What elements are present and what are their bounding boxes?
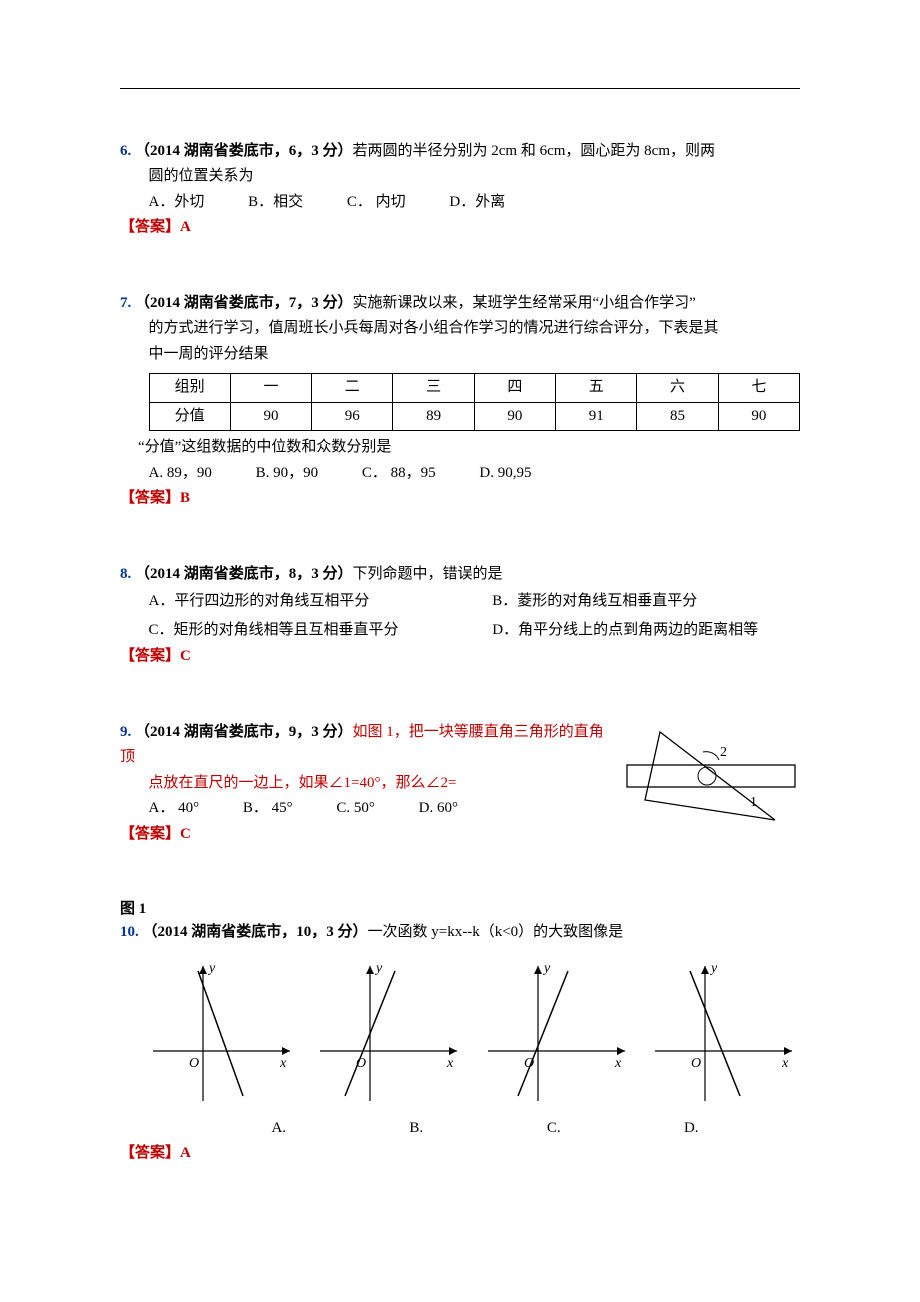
question-9: 9. （2014 湖南省娄底市，9，3 分）如图 1，把一块等腰直角三角形的直角…: [120, 720, 800, 848]
q7-source: （2014 湖南省娄底市，7，3 分）: [135, 295, 353, 311]
table-cell: 六: [637, 374, 718, 403]
q7-post: “分值”这组数据的中位数和众数分别是: [120, 435, 800, 461]
q9-diagram: 21: [625, 720, 800, 835]
svg-text:x: x: [279, 1056, 287, 1071]
q6-stem-a: 若两圆的半径分别为 2cm 和 6cm，圆心距为 8cm，则两: [353, 143, 715, 159]
svg-text:2: 2: [720, 745, 727, 760]
q7-answer: 【答案】B: [120, 486, 800, 512]
svg-text:O: O: [691, 1056, 701, 1071]
q10-label-c: C.: [485, 1116, 623, 1142]
svg-text:x: x: [446, 1056, 454, 1071]
table-cell: 四: [474, 374, 555, 403]
q10-chart-labels: A. B. C. D.: [210, 1116, 760, 1142]
q6-options: A．外切 B．相交 C． 内切 D．外离: [120, 190, 800, 216]
table-cell: 三: [393, 374, 474, 403]
q10-label-d: D.: [623, 1116, 761, 1142]
question-7: 7. （2014 湖南省娄底市，7，3 分）实施新课改以来，某班学生经常采用“小…: [120, 291, 800, 512]
q7-stem-c: 中一周的评分结果: [120, 342, 800, 368]
svg-text:O: O: [189, 1056, 199, 1071]
q9-opt-b: B． 45°: [243, 796, 293, 822]
table-cell: 90: [474, 402, 555, 431]
q6-opt-d: D．外离: [449, 190, 505, 216]
table-cell: 90: [718, 402, 799, 431]
q6-source: （2014 湖南省娄底市，6，3 分）: [135, 143, 353, 159]
q10-stem: 一次函数 y=kx--k（k<0）的大致图像是: [368, 924, 624, 940]
table-cell: 90: [230, 402, 311, 431]
svg-text:x: x: [781, 1056, 789, 1071]
q9-opt-c: C. 50°: [336, 796, 375, 822]
table-cell: 85: [637, 402, 718, 431]
q10-answer: 【答案】A: [120, 1141, 800, 1167]
table-cell: 二: [312, 374, 393, 403]
q8-number: 8.: [120, 566, 131, 582]
question-8: 8. （2014 湖南省娄底市，8，3 分）下列命题中，错误的是 A．平行四边形…: [120, 562, 800, 670]
q10-chart-a: Ox y: [148, 956, 298, 1106]
q7-stem-b: 的方式进行学习，值周班长小兵每周对各小组合作学习的情况进行综合评分，下表是其: [120, 316, 800, 342]
svg-text:x: x: [614, 1056, 622, 1071]
q10-label-a: A.: [210, 1116, 348, 1142]
q7-opt-a: A. 89，90: [149, 461, 212, 487]
q7-opt-b: B. 90，90: [256, 461, 319, 487]
svg-text:O: O: [524, 1056, 534, 1071]
q9-options: A． 40° B． 45° C. 50° D. 60°: [120, 796, 613, 822]
q9-number: 9.: [120, 724, 131, 740]
q9-stem-b: 点放在直尺的一边上，如果∠1=40°，那么∠2=: [120, 771, 613, 797]
svg-text:y: y: [709, 961, 718, 976]
table-cell: 组别: [149, 374, 230, 403]
q7-options: A. 89，90 B. 90，90 C． 88，95 D. 90,95: [120, 461, 800, 487]
svg-text:O: O: [356, 1056, 366, 1071]
q10-charts: Ox y Ox y Ox y Ox y: [148, 956, 800, 1106]
table-cell: 96: [312, 402, 393, 431]
question-10: 10. （2014 湖南省娄底市，10，3 分）一次函数 y=kx--k（k<0…: [120, 920, 800, 1167]
q8-source: （2014 湖南省娄底市，8，3 分）: [135, 566, 353, 582]
figure-1-label: 图 1: [120, 897, 800, 918]
q10-chart-c: Ox y: [483, 956, 633, 1106]
q7-opt-c: C． 88，95: [362, 461, 436, 487]
q6-number: 6.: [120, 143, 131, 159]
table-cell: 七: [718, 374, 799, 403]
q7-table: 组别一二三四五六七分值90968990918590: [149, 373, 801, 431]
table-cell: 一: [230, 374, 311, 403]
q9-opt-a: A． 40°: [149, 796, 200, 822]
q9-opt-d: D. 60°: [419, 796, 458, 822]
svg-text:1: 1: [750, 795, 757, 810]
q10-chart-b: Ox y: [315, 956, 465, 1106]
q6-answer: 【答案】A: [120, 215, 800, 241]
table-cell: 89: [393, 402, 474, 431]
table-cell: 分值: [149, 402, 230, 431]
q6-opt-b: B．相交: [248, 190, 303, 216]
q8-opt-d: D．角平分线上的点到角两边的距离相等: [492, 616, 758, 645]
q8-opt-a: A．平行四边形的对角线互相平分: [149, 587, 449, 616]
q6-opt-a: A．外切: [149, 190, 205, 216]
svg-text:y: y: [374, 961, 383, 976]
q9-source: （2014 湖南省娄底市，9，3 分）: [135, 724, 353, 740]
q10-source: （2014 湖南省娄底市，10，3 分）: [143, 924, 368, 940]
q7-stem-a: 实施新课改以来，某班学生经常采用“小组合作学习”: [353, 295, 696, 311]
q8-options: A．平行四边形的对角线互相平分 B．菱形的对角线互相垂直平分 C．矩形的对角线相…: [120, 587, 800, 644]
q7-number: 7.: [120, 295, 131, 311]
q10-number: 10.: [120, 924, 139, 940]
top-rule: [120, 88, 800, 89]
q6-stem-b: 圆的位置关系为: [120, 164, 800, 190]
table-cell: 91: [556, 402, 637, 431]
q10-label-b: B.: [348, 1116, 486, 1142]
q8-opt-c: C．矩形的对角线相等且互相垂直平分: [149, 616, 449, 645]
table-cell: 五: [556, 374, 637, 403]
svg-text:y: y: [207, 961, 216, 976]
q6-opt-c: C． 内切: [347, 190, 406, 216]
svg-text:y: y: [542, 961, 551, 976]
q9-answer: 【答案】C: [120, 822, 613, 848]
q7-opt-d: D. 90,95: [479, 461, 531, 487]
question-6: 6. （2014 湖南省娄底市，6，3 分）若两圆的半径分别为 2cm 和 6c…: [120, 139, 800, 241]
q8-opt-b: B．菱形的对角线互相垂直平分: [492, 587, 697, 616]
q10-chart-d: Ox y: [650, 956, 800, 1106]
q8-stem: 下列命题中，错误的是: [353, 566, 503, 582]
q8-answer: 【答案】C: [120, 644, 800, 670]
